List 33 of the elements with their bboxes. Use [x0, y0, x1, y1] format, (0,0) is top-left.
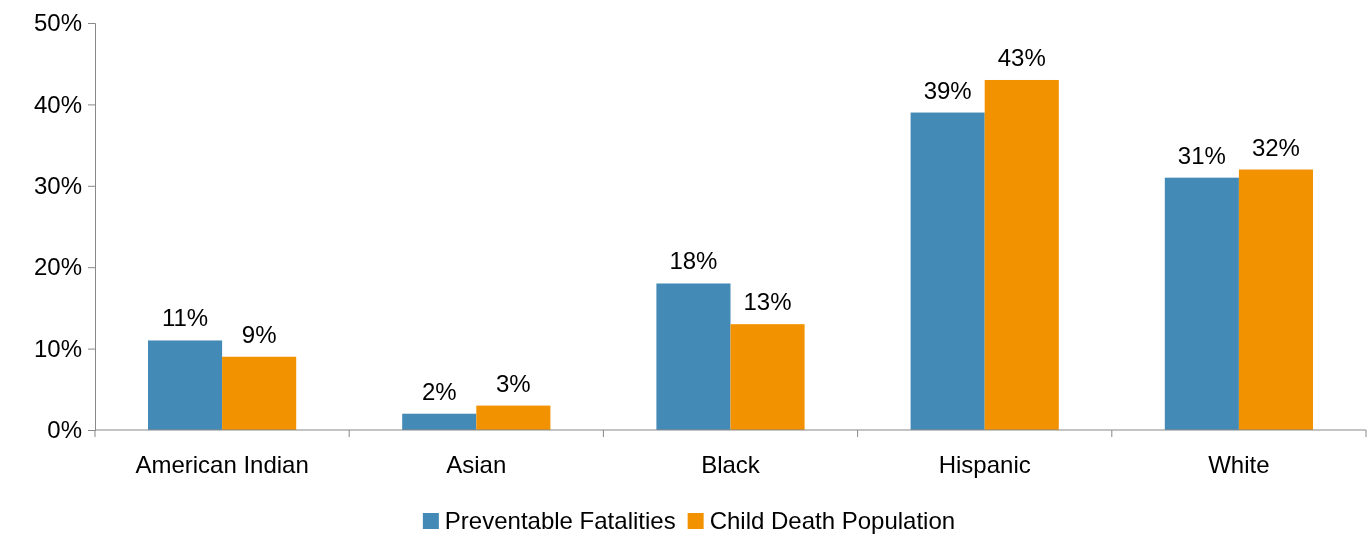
bar — [1164, 177, 1239, 430]
bar — [656, 283, 731, 430]
data-label: 43% — [997, 43, 1046, 71]
data-label: 39% — [923, 76, 972, 104]
data-label: 9% — [241, 320, 277, 348]
data-label: 3% — [496, 369, 531, 397]
bar — [984, 79, 1059, 430]
y-tick-label: 50% — [33, 9, 82, 37]
data-label: 13% — [743, 288, 792, 316]
y-tick-label: 30% — [33, 171, 82, 199]
data-label: 18% — [669, 247, 718, 275]
x-tick-label: American Indian — [135, 451, 309, 478]
data-label: 2% — [421, 377, 457, 405]
y-tick-label: 10% — [33, 334, 82, 362]
bar — [910, 112, 985, 430]
bar — [1238, 169, 1313, 430]
bar — [402, 413, 477, 430]
bar — [476, 405, 551, 430]
y-tick-label: 40% — [33, 90, 82, 118]
x-tick-label: Hispanic — [938, 451, 1031, 478]
x-tick-label: Black — [701, 451, 761, 478]
data-label: 11% — [161, 304, 209, 332]
data-label: 32% — [1251, 133, 1300, 161]
bar — [730, 324, 805, 430]
x-tick-label: Asian — [446, 451, 507, 478]
y-tick-label: 20% — [33, 253, 82, 281]
bar — [148, 340, 223, 430]
data-label: 31% — [1177, 141, 1226, 169]
x-tick-label: White — [1208, 451, 1270, 478]
bar — [222, 356, 297, 430]
legend-label: Preventable Fatalities — [444, 507, 676, 534]
y-tick-label: 0% — [47, 416, 82, 444]
legend-label: Child Death Population — [709, 507, 956, 534]
